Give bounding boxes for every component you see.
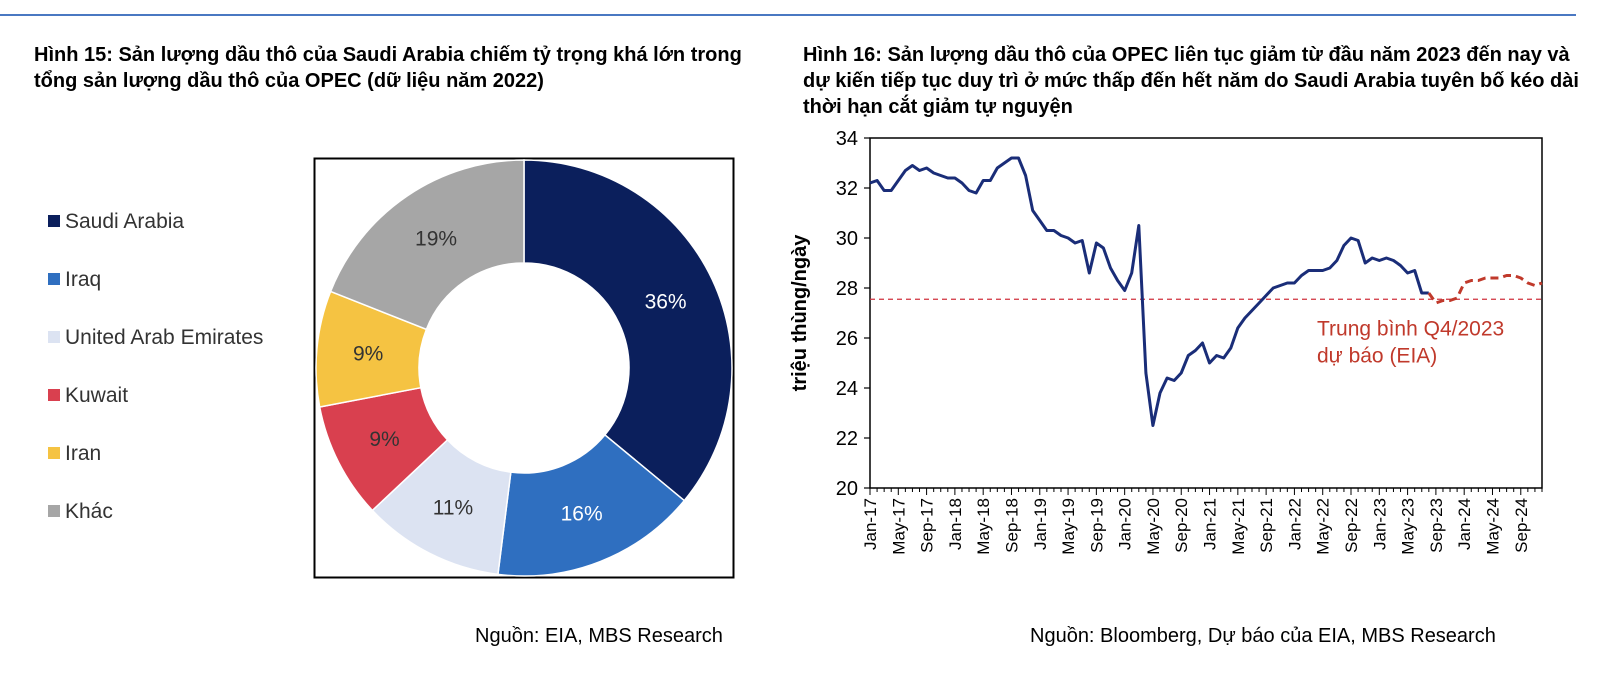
forecast-series-line	[1427, 274, 1543, 305]
y-tick-label: 30	[836, 228, 858, 250]
donut-chart: 36% 16% 11% 9% 9% 19%	[313, 157, 735, 579]
x-tick-label: Jan-23	[1370, 498, 1389, 550]
legend-label: Kuwait	[65, 384, 129, 407]
legend-swatch	[48, 505, 60, 517]
x-tick-label: May-24	[1483, 498, 1502, 555]
figure-16-source: Nguồn: Bloomberg, Dự báo của EIA, MBS Re…	[1030, 625, 1496, 647]
x-tick-label: Jan-21	[1201, 498, 1220, 550]
legend-label: Khác	[65, 500, 113, 523]
top-divider	[0, 14, 1576, 16]
plot-frame	[869, 137, 1543, 489]
pie-label-united-arab-emirates: 11%	[433, 496, 473, 519]
x-tick-label: Jan-19	[1031, 498, 1050, 550]
line-chart: 20 22 24 26 28 30 32 34 triệu thùng/ngày Jan-17 Ma…	[789, 128, 1543, 555]
x-tick-label: Jan-22	[1285, 498, 1304, 550]
x-tick-label: Sep-17	[918, 498, 937, 553]
legend-label: Iran	[65, 442, 102, 465]
legend-label: Iraq	[65, 268, 102, 291]
legend-label: United Arab Emirates	[65, 326, 264, 349]
legend-item-iraq: Iraq	[48, 268, 101, 292]
y-tick-label: 22	[836, 428, 858, 450]
y-tick-label: 32	[836, 178, 858, 200]
legend-swatch	[48, 331, 60, 343]
reference-annotation-line: dự báo (EIA)	[1317, 345, 1437, 368]
pie-slice-kh-c	[329, 159, 525, 331]
pie-slice-iraq	[497, 433, 686, 577]
legend-swatch	[48, 273, 60, 285]
pie-label-kuwait: 9%	[369, 428, 399, 451]
legend-label: Saudi Arabia	[65, 210, 185, 233]
x-tick-label: Sep-22	[1342, 498, 1361, 553]
x-tick-label: Jan-20	[1116, 498, 1135, 550]
y-tick-label: 20	[836, 478, 858, 500]
x-tick-label: May-20	[1144, 498, 1163, 555]
figure-15-title: Hình 15: Sản lượng dầu thô của Saudi Ara…	[34, 44, 742, 92]
pie-frame	[313, 157, 735, 579]
legend-item-kuwait: Kuwait	[48, 384, 128, 408]
legend-item-iran: Iran	[48, 442, 101, 466]
x-tick-label: Sep-21	[1257, 498, 1276, 553]
legend-item-united-arab-emirates: United Arab Emirates	[48, 326, 263, 350]
y-tick-label: 24	[836, 378, 858, 400]
pie-slice-saudi-arabia	[523, 159, 733, 502]
x-tick-label: May-22	[1314, 498, 1333, 555]
legend-item-kh-c: Khác	[48, 500, 113, 524]
x-tick-label: Sep-23	[1427, 498, 1446, 553]
figure-15-source: Nguồn: EIA, MBS Research	[475, 625, 723, 647]
x-tick-label: Sep-24	[1512, 498, 1531, 553]
legend-swatch	[48, 389, 60, 401]
pie-label-iraq: 16%	[561, 503, 603, 526]
pie-label-iran: 9%	[353, 342, 383, 365]
actual-series-line	[869, 156, 1429, 427]
x-tick-label: May-18	[974, 498, 993, 555]
y-tick-label: 28	[836, 278, 858, 300]
figure-16-title: Hình 16: Sản lượng dầu thô của OPEC liên…	[803, 44, 1579, 118]
x-tick-label: May-17	[889, 498, 908, 555]
x-tick-label: May-19	[1059, 498, 1078, 555]
x-tick-label: Jan-17	[861, 498, 880, 550]
y-tick-label: 34	[836, 128, 858, 150]
pie-label-kh-c: 19%	[415, 228, 457, 251]
y-axis-label: triệu thùng/ngày	[789, 234, 811, 392]
x-tick-label: May-21	[1229, 498, 1248, 555]
x-tick-label: May-23	[1399, 498, 1418, 555]
reference-annotation-line: Trung bình Q4/2023	[1317, 318, 1504, 341]
x-tick-label: Sep-18	[1002, 498, 1021, 553]
x-tick-label: Jan-18	[946, 498, 965, 550]
x-tick-label: Sep-20	[1172, 498, 1191, 553]
legend-swatch	[48, 447, 60, 459]
y-tick-label: 26	[836, 328, 858, 350]
x-tick-label: Sep-19	[1087, 498, 1106, 553]
x-tick-label: Jan-24	[1455, 498, 1474, 550]
pie-label-saudi-arabia: 36%	[645, 290, 687, 313]
legend-item-saudi-arabia: Saudi Arabia	[48, 210, 184, 234]
legend-swatch	[48, 215, 60, 227]
